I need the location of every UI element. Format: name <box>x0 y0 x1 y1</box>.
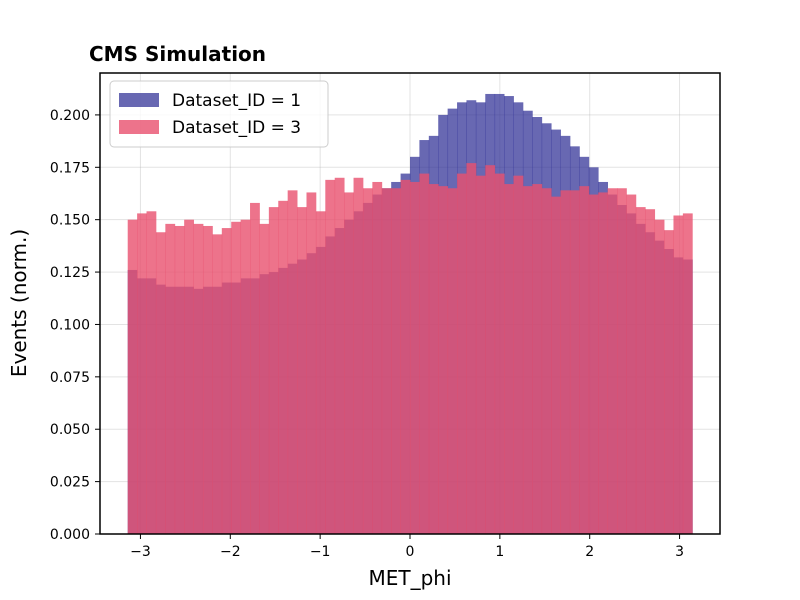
histogram-bar <box>447 188 458 534</box>
histogram-bar <box>202 225 213 534</box>
histogram-bar <box>485 165 496 534</box>
histogram-bar <box>607 188 618 534</box>
histogram-bar <box>419 173 430 534</box>
histogram-bar <box>306 192 317 534</box>
y-tick-label: 0.050 <box>50 422 90 438</box>
y-tick-label: 0.200 <box>50 108 90 124</box>
histogram-bar <box>522 186 533 534</box>
histogram-bar <box>137 213 147 535</box>
histogram-bar <box>353 177 364 535</box>
series-2-bars <box>127 163 693 535</box>
histogram-bar <box>513 175 524 534</box>
histogram-bar <box>645 209 656 535</box>
x-tick-label: 3 <box>675 544 684 560</box>
chart-title: CMS Simulation <box>89 42 266 66</box>
y-tick-label: 0.100 <box>50 317 90 333</box>
histogram-bar <box>626 194 637 534</box>
histogram-bar <box>315 211 326 535</box>
histogram-bar <box>410 181 420 535</box>
histogram-bar <box>240 219 251 534</box>
histogram-bar <box>297 207 307 535</box>
histogram-bar <box>155 232 166 534</box>
histogram-bar <box>532 184 543 535</box>
histogram-bar <box>221 228 232 534</box>
histogram-bar <box>457 173 467 534</box>
histogram-bar <box>362 188 373 534</box>
histogram-bar <box>372 181 383 535</box>
y-tick-label: 0.150 <box>50 213 90 229</box>
x-tick-label: −2 <box>220 544 241 560</box>
histogram-bar <box>541 188 552 534</box>
y-tick-label: 0.125 <box>50 265 90 281</box>
legend: Dataset_ID = 1 Dataset_ID = 3 <box>109 80 329 148</box>
histogram-bar <box>475 175 486 534</box>
histogram-bar <box>146 211 157 535</box>
histogram-bar <box>569 190 580 534</box>
y-tick-label: 0.175 <box>50 160 90 176</box>
histogram-bar <box>673 215 684 534</box>
histogram-bar <box>504 184 514 535</box>
histogram-bar <box>325 179 336 535</box>
y-tick-label: 0.000 <box>50 527 90 543</box>
x-tick-label: −3 <box>130 544 151 560</box>
legend-swatch <box>119 93 159 107</box>
histogram-bar <box>127 219 138 534</box>
histogram-bar <box>231 221 242 534</box>
histogram-bar <box>212 234 223 534</box>
histogram-bar <box>184 219 194 534</box>
legend-label: Dataset_ID = 1 <box>172 91 301 111</box>
x-tick-label: 0 <box>406 544 415 560</box>
histogram-bar <box>259 223 270 534</box>
histogram-bar <box>174 225 185 534</box>
histogram-bar <box>438 186 449 534</box>
histogram-bar <box>268 207 279 535</box>
histogram-bar <box>466 163 477 534</box>
histogram-bar <box>381 188 392 534</box>
legend-box <box>109 80 329 148</box>
y-tick-label: 0.025 <box>50 475 90 491</box>
histogram-bar <box>391 188 401 534</box>
histogram-bar <box>428 184 439 535</box>
histogram-bar <box>654 219 665 534</box>
histogram-bar <box>400 179 411 535</box>
histogram-bar <box>588 194 599 534</box>
y-axis-ticks: 0.000 0.025 0.050 0.075 0.100 0.125 0.150 0.175… <box>50 108 100 543</box>
histogram-bar <box>560 190 571 534</box>
histogram-bar <box>287 190 298 534</box>
histogram-bar <box>617 188 627 534</box>
histogram-bar <box>579 186 590 534</box>
histogram-bar <box>165 223 176 534</box>
histogram-bar <box>635 207 646 535</box>
x-axis-label: MET_phi <box>368 566 451 590</box>
histogram-bars <box>127 93 693 535</box>
x-tick-label: 1 <box>495 544 504 560</box>
legend-label: Dataset_ID = 3 <box>172 118 301 138</box>
x-axis-ticks: −3 −2 −1 0 1 2 3 <box>130 534 684 560</box>
histogram-bar <box>334 177 345 535</box>
histogram-bar <box>664 230 674 534</box>
histogram-bar <box>193 223 204 534</box>
histogram-bar <box>344 192 354 534</box>
histogram-bar <box>494 173 505 534</box>
histogram-bar <box>278 200 289 534</box>
legend-swatch <box>119 120 159 134</box>
x-tick-label: 2 <box>585 544 594 560</box>
histogram-bar <box>250 202 260 534</box>
histogram-bar <box>682 213 693 535</box>
y-axis-label: Events (norm.) <box>7 229 31 377</box>
y-tick-label: 0.075 <box>50 370 90 386</box>
histogram-bar <box>598 192 609 534</box>
x-tick-label: −1 <box>310 544 331 560</box>
histogram-bar <box>551 196 561 534</box>
